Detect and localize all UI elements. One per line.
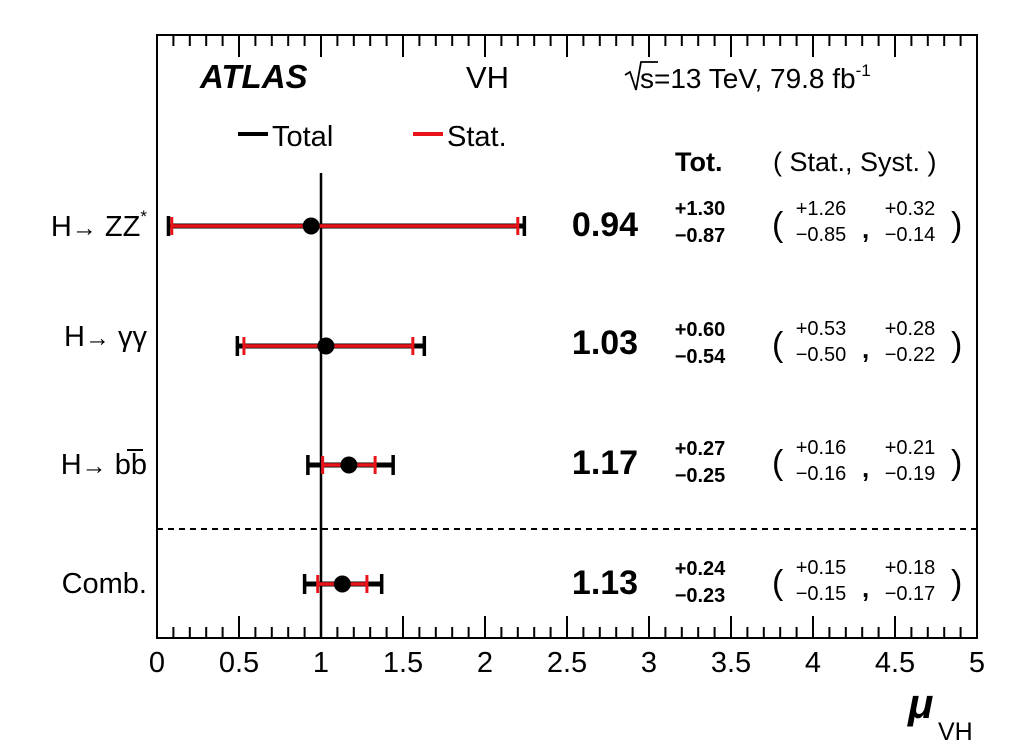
- stat-up: +0.53: [796, 318, 847, 340]
- row-label: H→ ZZ*: [51, 207, 147, 243]
- open-paren: (: [772, 326, 784, 364]
- stat-down: −0.85: [796, 224, 847, 246]
- value: 1.17: [572, 444, 638, 482]
- energy-text: s=13 TeV, 79.8 fb: [640, 63, 856, 94]
- close-paren: ): [951, 444, 962, 482]
- x-tick-label: 1.5: [383, 647, 423, 679]
- x-tick-label: 2.5: [547, 647, 587, 679]
- total-up: +1.30: [675, 198, 726, 220]
- value: 1.13: [572, 564, 638, 602]
- sqrt-icon: [624, 61, 658, 91]
- total-down: −0.23: [675, 585, 726, 607]
- comma: ,: [862, 334, 869, 364]
- legend-total-label: Total: [272, 121, 333, 153]
- x-tick-label: 3: [641, 647, 657, 679]
- stat-up: +0.15: [796, 557, 847, 579]
- x-tick-label: 1: [313, 647, 329, 679]
- x-tick-labels: 0 0.5 1 1.5 2 2.5 3 3.5 4 4.5 5: [149, 647, 985, 679]
- syst-down: −0.19: [885, 463, 936, 485]
- x-tick-label: 4.5: [875, 647, 915, 679]
- syst-up: +0.28: [885, 318, 936, 340]
- x-axis-title: μ: [907, 680, 933, 727]
- open-paren: (: [772, 564, 784, 602]
- close-paren: ): [951, 206, 962, 244]
- x-tick-label: 0.5: [219, 647, 259, 679]
- total-up: +0.24: [675, 558, 726, 580]
- row-1: H→ γγ 1.03 +0.60 −0.54 ( +0.53 −0.50 , +…: [64, 318, 962, 368]
- open-paren: (: [772, 444, 784, 482]
- axis-ticks: [156, 35, 978, 638]
- energy-label: s=13 TeV, 79.8 fb-1: [624, 61, 871, 94]
- x-tick-label: 4: [805, 647, 821, 679]
- row-label: Comb.: [62, 568, 147, 600]
- syst-down: −0.22: [885, 344, 936, 366]
- x-tick-label: 5: [969, 647, 985, 679]
- x-tick-label: 3.5: [711, 647, 751, 679]
- total-down: −0.54: [675, 346, 726, 368]
- x-tick-label: 2: [477, 647, 493, 679]
- legend: Total Stat.: [238, 121, 507, 153]
- stat-up: +0.16: [796, 437, 847, 459]
- column-header-total: Tot.: [675, 147, 722, 177]
- syst-up: +0.32: [885, 198, 936, 220]
- syst-down: −0.14: [885, 224, 936, 246]
- central-value-marker: [317, 337, 335, 355]
- stat-up: +1.26: [796, 198, 847, 220]
- row-label: H→ bb: [61, 449, 147, 481]
- close-paren: ): [951, 326, 962, 364]
- column-header-breakdown: ( Stat., Syst. ): [773, 147, 937, 177]
- central-value-marker: [333, 575, 351, 593]
- row-3: Comb. 1.13 +0.24 −0.23 ( +0.15 −0.15 , +…: [62, 557, 963, 607]
- value: 0.94: [572, 206, 638, 244]
- total-up: +0.60: [675, 319, 726, 341]
- syst-up: +0.18: [885, 557, 936, 579]
- process-label: VH: [466, 60, 509, 95]
- row-label: H→ γγ: [64, 321, 148, 353]
- open-paren: (: [772, 206, 784, 244]
- comma: ,: [862, 573, 869, 603]
- close-paren: ): [951, 564, 962, 602]
- value: 1.03: [572, 324, 638, 362]
- stat-down: −0.50: [796, 344, 847, 366]
- comma: ,: [862, 214, 869, 244]
- experiment-label: ATLAS: [199, 58, 308, 95]
- total-down: −0.87: [675, 225, 726, 247]
- svg-text:s=13 TeV, 79.8 fb-1: s=13 TeV, 79.8 fb-1: [640, 61, 871, 94]
- total-down: −0.25: [675, 465, 726, 487]
- row-2: H→ bb 1.17 +0.27 −0.25 ( +0.16 −0.16 , +…: [61, 437, 963, 487]
- legend-stat-label: Stat.: [447, 121, 507, 153]
- x-tick-label: 0: [149, 647, 165, 679]
- central-value-marker: [302, 217, 320, 235]
- central-value-marker: [340, 456, 358, 474]
- row-0: H→ ZZ* 0.94 +1.30 −0.87 ( +1.26 −0.85 , …: [51, 198, 962, 247]
- stat-down: −0.16: [796, 463, 847, 485]
- syst-up: +0.21: [885, 437, 936, 459]
- energy-superscript: -1: [856, 61, 871, 80]
- comma: ,: [862, 453, 869, 483]
- total-up: +0.27: [675, 438, 726, 460]
- stat-down: −0.15: [796, 583, 847, 605]
- x-axis-title-subscript: VH: [938, 718, 973, 746]
- syst-down: −0.17: [885, 583, 936, 605]
